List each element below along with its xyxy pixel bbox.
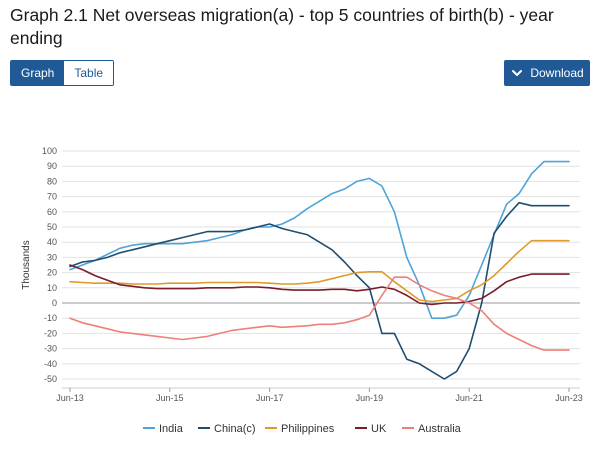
legend-label: UK [371,423,387,435]
chevron-down-icon [510,66,524,80]
y-tick-label: -30 [44,344,57,354]
y-tick-label: 90 [47,161,57,171]
download-button[interactable]: Download [504,60,590,86]
y-tick-label: 0 [52,298,57,308]
legend-label: India [159,423,184,435]
y-tick-label: 20 [47,268,57,278]
tab-graph[interactable]: Graph [11,61,65,85]
y-tick-label: -20 [44,328,57,338]
tab-table[interactable]: Table [64,61,114,85]
y-tick-label: 30 [47,252,57,262]
legend-label: Philippines [281,423,335,435]
x-tick-label: Jun-13 [56,393,84,403]
page-title: Graph 2.1 Net overseas migration(a) - to… [10,5,554,48]
series-line-india [69,160,570,320]
view-toggle: Graph Table [10,60,115,86]
y-tick-label: 40 [47,237,57,247]
x-tick-label: Jun-21 [455,393,483,403]
y-tick-label: -50 [44,374,57,384]
y-tick-label: 60 [47,207,57,217]
legend-label: Australia [418,423,462,435]
download-label: Download [530,66,584,80]
x-tick-label: Jun-17 [256,393,284,403]
series-line-australia [69,276,570,351]
y-tick-label: 10 [47,283,57,293]
y-tick-label: 70 [47,192,57,202]
y-tick-label: -40 [44,359,57,369]
legend-label: China(c) [214,423,256,435]
series-line-philippines [69,239,570,303]
y-tick-label: 80 [47,176,57,186]
y-tick-label: 100 [42,146,57,156]
y-tick-label: 50 [47,222,57,232]
x-tick-label: Jun-15 [156,393,184,403]
y-tick-label: -10 [44,313,57,323]
y-axis-label: Thousands [21,240,32,289]
series-line-china-c [69,201,570,380]
series-line-uk [69,264,570,306]
x-tick-label: Jun-23 [555,393,583,403]
x-tick-label: Jun-19 [356,393,384,403]
